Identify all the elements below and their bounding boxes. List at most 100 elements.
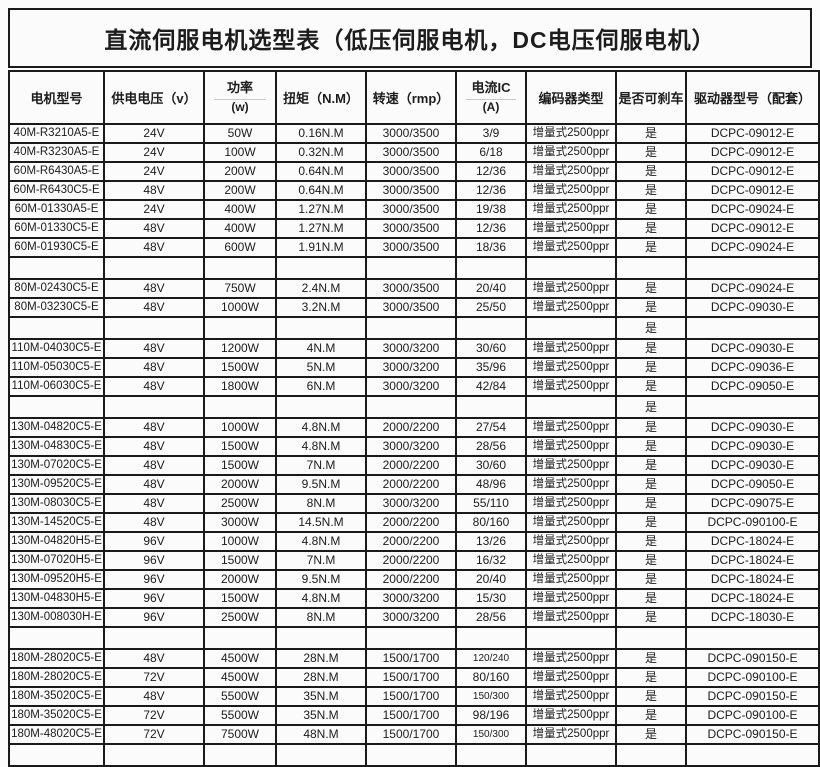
table-cell: 是 — [615, 297, 687, 318]
table-cell: 增量式2500ppr — [525, 161, 617, 182]
table-cell: 1500/1700 — [365, 667, 457, 688]
table-cell: 0.64N.M — [275, 180, 367, 201]
table-cell: 400W — [203, 218, 277, 239]
table-cell: 3000/3500 — [365, 161, 457, 182]
table-cell: 1500/1700 — [365, 686, 457, 707]
table-cell: 8N.M — [275, 493, 367, 514]
table-cell: DCPC-09024-E — [685, 278, 820, 299]
table-cell: DCPC-09030-E — [685, 417, 820, 438]
table-cell: 增量式2500ppr — [525, 180, 617, 201]
table-cell: 8N.M — [275, 607, 367, 628]
table-cell: 3000/3500 — [365, 199, 457, 220]
table-cell: 是 — [615, 142, 687, 163]
table-cell: 3000/3500 — [365, 218, 457, 239]
table-cell — [685, 316, 820, 340]
table-cell: 增量式2500ppr — [525, 550, 617, 571]
table-cell: 48V — [103, 237, 205, 258]
table-cell: 4.8N.M — [275, 436, 367, 457]
header-row: 电机型号 供电电压（v） 功率 (w) 扭矩（N.M） 转速（rmp） 电流IC (A) 编码器… — [8, 70, 820, 125]
table-cell: 3000/3500 — [365, 142, 457, 163]
table-cell: DCPC-09024-E — [685, 237, 820, 258]
table-cell: 是 — [615, 395, 687, 419]
table-cell: DCPC-09012-E — [685, 180, 820, 201]
table-cell: 1500W — [203, 357, 277, 378]
table-cell: 是 — [615, 686, 687, 707]
table-cell: 96V — [103, 588, 205, 609]
table-cell — [685, 256, 820, 280]
column-header: 功率 (w) — [203, 70, 277, 125]
table-cell: DCPC-09030-E — [685, 436, 820, 457]
table-cell: 增量式2500ppr — [525, 667, 617, 688]
table-row: 110M-06030C5-E 48V 1800W 6N.M 3000/3200 42/84… — [8, 376, 820, 397]
table-cell: 24V — [103, 142, 205, 163]
column-header: 扭矩（N.M） — [275, 70, 367, 125]
table-cell: 4.8N.M — [275, 588, 367, 609]
table-cell — [525, 256, 617, 280]
table-cell: 7500W — [203, 724, 277, 745]
table-cell: DCPC-09012-E — [685, 142, 820, 163]
table-cell: 2000W — [203, 569, 277, 590]
table-cell: 60M-R6430C5-E — [8, 180, 105, 201]
table-cell: DCPC-090150-E — [685, 648, 820, 669]
table-cell — [103, 316, 205, 340]
table-cell: 是 — [615, 417, 687, 438]
separator-row: 是 — [8, 395, 820, 419]
table-cell: 27/54 — [455, 417, 527, 438]
table-cell: 48V — [103, 338, 205, 359]
table-cell: 1000W — [203, 297, 277, 318]
table-cell: 60M-01330A5-E — [8, 199, 105, 220]
table-cell — [203, 626, 277, 650]
table-cell: 6/18 — [455, 142, 527, 163]
table-cell: DCPC-09012-E — [685, 161, 820, 182]
table-cell: 增量式2500ppr — [525, 648, 617, 669]
table-cell: 增量式2500ppr — [525, 376, 617, 397]
table-cell: 增量式2500ppr — [525, 455, 617, 476]
table-cell: 48/96 — [455, 474, 527, 495]
table-cell — [455, 626, 527, 650]
table-cell: 48V — [103, 376, 205, 397]
table-cell: 增量式2500ppr — [525, 607, 617, 628]
table-row: 110M-05030C5-E 48V 1500W 5N.M 3000/3200 35/96… — [8, 357, 820, 378]
table-cell: 110M-05030C5-E — [8, 357, 105, 378]
table-cell: 130M-09520C5-E — [8, 474, 105, 495]
table-cell: 400W — [203, 199, 277, 220]
table-cell: 35/96 — [455, 357, 527, 378]
column-header: 编码器类型 — [525, 70, 617, 125]
table-row: 130M-14520C5-E 48V 3000W 14.5N.M 2000/2200 80… — [8, 512, 820, 533]
table-cell: 72V — [103, 667, 205, 688]
table-cell: 3000/3200 — [365, 357, 457, 378]
separator-row — [8, 256, 820, 280]
table-row: 60M-01330C5-E 48V 400W 1.27N.M 3000/3500 12/3… — [8, 218, 820, 239]
table-cell: DCPC-090100-E — [685, 667, 820, 688]
table-cell — [103, 256, 205, 280]
table-cell — [8, 743, 105, 767]
table-cell — [103, 395, 205, 419]
table-cell: 是 — [615, 316, 687, 340]
table-cell: 180M-35020C5-E — [8, 705, 105, 726]
table-cell: 是 — [615, 588, 687, 609]
table-row: 40M-R3210A5-E 24V 50W 0.16N.M 3000/3500 3/9 增量… — [8, 123, 820, 144]
table-row: 60M-R6430A5-E 24V 200W 0.64N.M 3000/3500 12/3… — [8, 161, 820, 182]
table-cell: 3000W — [203, 512, 277, 533]
table-cell: 48V — [103, 297, 205, 318]
table-cell: 110M-06030C5-E — [8, 376, 105, 397]
table-cell: 96V — [103, 607, 205, 628]
table-cell: 2000/2200 — [365, 569, 457, 590]
table-cell: 增量式2500ppr — [525, 199, 617, 220]
table-cell: 增量式2500ppr — [525, 357, 617, 378]
table-cell: 增量式2500ppr — [525, 512, 617, 533]
table-cell — [8, 626, 105, 650]
table-row: 130M-04820C5-E 48V 1000W 4.8N.M 2000/2200 27/… — [8, 417, 820, 438]
column-header: 电流IC (A) — [455, 70, 527, 125]
table-cell: DCPC-09030-E — [685, 455, 820, 476]
table-cell: 130M-04830C5-E — [8, 436, 105, 457]
table-cell: 增量式2500ppr — [525, 218, 617, 239]
table-cell: DCPC-18024-E — [685, 588, 820, 609]
table-cell: 是 — [615, 607, 687, 628]
table-cell — [275, 395, 367, 419]
table-cell: DCPC-18030-E — [685, 607, 820, 628]
table-row: 130M-008030H-E 96V 2500W 8N.M 3000/3200 28/56… — [8, 607, 820, 628]
table-row: 130M-04820H5-E 96V 1000W 4.8N.M 2000/2200 13/… — [8, 531, 820, 552]
table-cell: 2.4N.M — [275, 278, 367, 299]
